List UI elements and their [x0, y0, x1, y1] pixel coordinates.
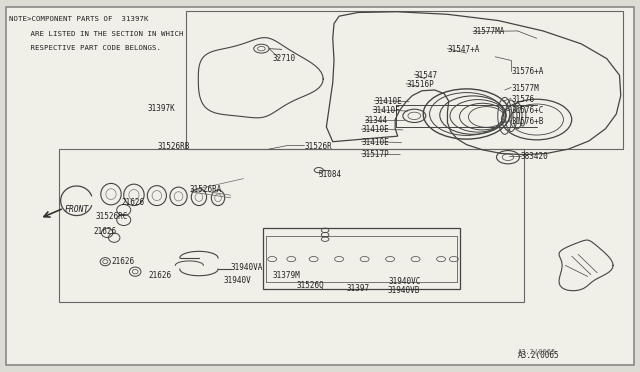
- Text: 31526Q: 31526Q: [296, 281, 324, 290]
- Text: 31940V: 31940V: [223, 276, 251, 285]
- Text: 31526R: 31526R: [304, 142, 332, 151]
- Text: 21626: 21626: [111, 257, 134, 266]
- Text: 31547: 31547: [414, 71, 437, 80]
- Text: 31940VC: 31940VC: [389, 278, 421, 286]
- Text: 31526RB: 31526RB: [157, 142, 190, 151]
- Text: RESPECTIVE PART CODE BELONGS.: RESPECTIVE PART CODE BELONGS.: [17, 45, 161, 51]
- Text: 31397K: 31397K: [148, 104, 176, 113]
- Text: 31576+C: 31576+C: [511, 106, 543, 115]
- Text: ARE LISTED IN THE SECTION IN WHICH: ARE LISTED IN THE SECTION IN WHICH: [17, 31, 184, 37]
- Text: 32710: 32710: [272, 54, 295, 63]
- Text: A3.2(0065: A3.2(0065: [518, 349, 556, 355]
- Text: 31577M: 31577M: [511, 84, 539, 93]
- Text: A3.2(0065: A3.2(0065: [518, 350, 559, 360]
- Text: 31379M: 31379M: [272, 271, 300, 280]
- Text: 31940VA: 31940VA: [231, 263, 263, 272]
- Text: 383420: 383420: [521, 152, 548, 161]
- Text: 31410E: 31410E: [374, 97, 402, 106]
- Text: 31517P: 31517P: [362, 150, 389, 159]
- Text: 31410E: 31410E: [362, 138, 389, 147]
- Text: 31410E: 31410E: [362, 125, 389, 134]
- Text: 31576: 31576: [511, 95, 534, 104]
- Text: 31084: 31084: [319, 170, 342, 179]
- Text: 31526RC: 31526RC: [96, 212, 128, 221]
- Text: FRONT: FRONT: [65, 205, 90, 214]
- Text: 31526RA: 31526RA: [189, 185, 221, 194]
- Text: 31397: 31397: [347, 284, 370, 293]
- Text: 31940VB: 31940VB: [388, 286, 420, 295]
- FancyBboxPatch shape: [6, 7, 634, 365]
- Text: 31410F: 31410F: [373, 106, 401, 115]
- Text: 21626: 21626: [94, 227, 117, 235]
- Text: 31516P: 31516P: [406, 80, 434, 89]
- Text: 21626: 21626: [148, 271, 171, 280]
- Text: 31344: 31344: [365, 116, 388, 125]
- Text: 31576+A: 31576+A: [511, 67, 543, 76]
- Text: 21626: 21626: [121, 198, 144, 207]
- Text: 31547+A: 31547+A: [447, 45, 480, 54]
- Text: NOTE>COMPONENT PARTS OF  31397K: NOTE>COMPONENT PARTS OF 31397K: [9, 16, 148, 22]
- Text: 31577MA: 31577MA: [473, 27, 506, 36]
- Text: 31576+B: 31576+B: [511, 117, 543, 126]
